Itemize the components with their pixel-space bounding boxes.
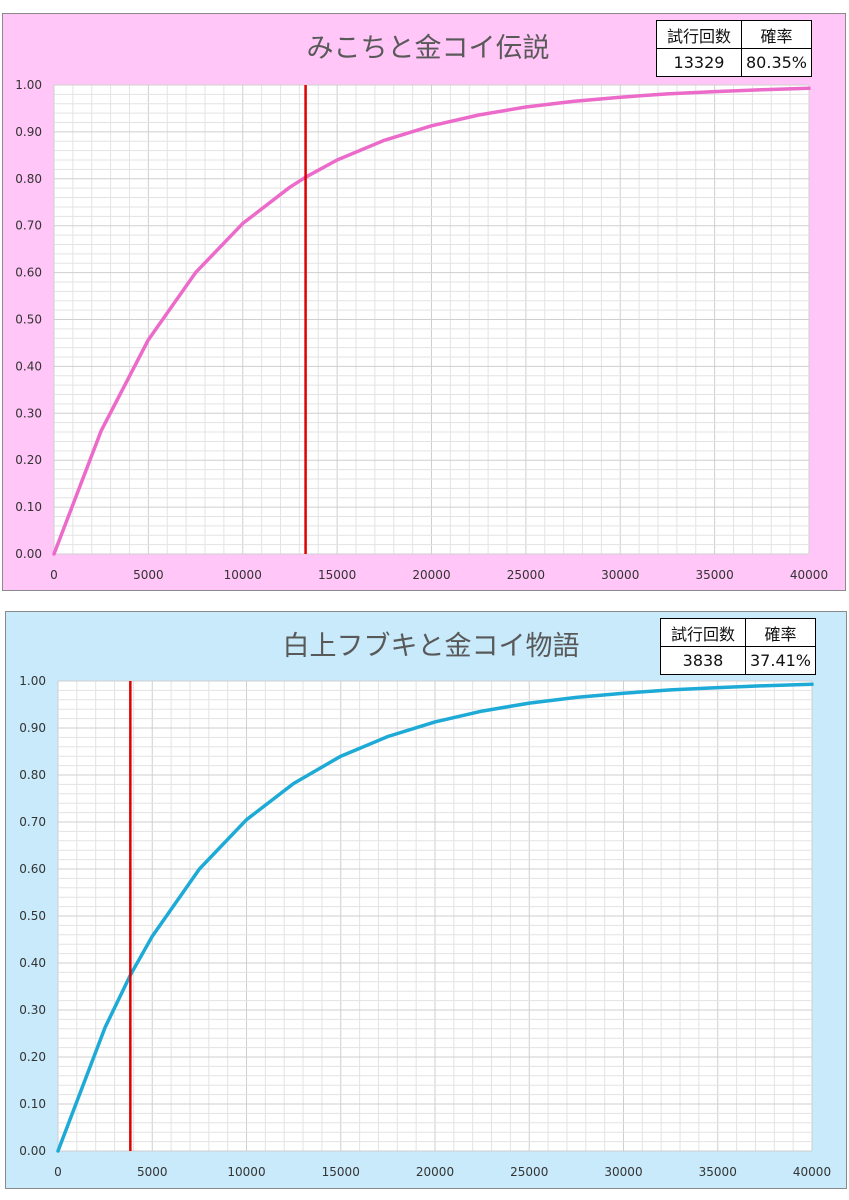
x-tick-label: 10000 bbox=[224, 568, 262, 582]
x-tick-label: 25000 bbox=[510, 1165, 548, 1179]
stats-header-prob: 確率 bbox=[744, 618, 817, 647]
y-tick-label: 0.10 bbox=[19, 1097, 46, 1111]
x-tick-label: 15000 bbox=[322, 1165, 360, 1179]
y-tick-label: 0.50 bbox=[19, 909, 46, 923]
stats-header-trials: 試行回数 bbox=[660, 618, 746, 647]
x-tick-label: 20000 bbox=[412, 568, 450, 582]
y-tick-label: 0.00 bbox=[19, 1144, 46, 1158]
y-tick-label: 0.30 bbox=[19, 1003, 46, 1017]
y-tick-label: 0.80 bbox=[19, 768, 46, 782]
chart-panel-fubuki: 0.00 0.10 0.20 0.30 0.40 0.50 0.60 0.70 0.80 0.90… bbox=[5, 611, 847, 1189]
y-tick-label: 0.30 bbox=[15, 406, 42, 420]
y-tick-label: 0.20 bbox=[19, 1050, 46, 1064]
chart-title: 白上フブキと金コイ物語 bbox=[282, 631, 580, 662]
stats-table: 試行回数 確率 13329 80.35% bbox=[656, 20, 813, 77]
stats-trials-value: 3838 bbox=[660, 646, 746, 675]
x-tick-label: 15000 bbox=[318, 568, 356, 582]
y-tick-label: 0.90 bbox=[19, 721, 46, 735]
x-tick-label: 5000 bbox=[137, 1165, 168, 1179]
y-tick-label: 0.20 bbox=[15, 453, 42, 467]
stats-table: 試行回数 確率 3838 37.41% bbox=[660, 618, 817, 675]
chart-title: みこちと金コイ伝説 bbox=[306, 33, 550, 64]
stats-header-trials: 試行回数 bbox=[656, 20, 742, 49]
x-tick-label: 25000 bbox=[507, 568, 545, 582]
y-tick-label: 0.90 bbox=[15, 125, 42, 139]
x-tick-label: 35000 bbox=[699, 1165, 737, 1179]
series-line bbox=[52, 86, 811, 556]
y-tick-label: 0.50 bbox=[15, 313, 42, 327]
x-tick-label: 30000 bbox=[601, 568, 639, 582]
y-tick-label: 0.80 bbox=[15, 172, 42, 186]
x-tick-label: 40000 bbox=[793, 1165, 831, 1179]
x-tick-label: 5000 bbox=[133, 568, 164, 582]
y-tick-label: 0.70 bbox=[15, 219, 42, 233]
stats-prob-value: 37.41% bbox=[744, 646, 817, 675]
y-tick-label: 0.10 bbox=[15, 500, 42, 514]
y-tick-label: 0.70 bbox=[19, 815, 46, 829]
y-tick-label: 0.00 bbox=[15, 547, 42, 561]
chart-svg-fubuki: 0.00 0.10 0.20 0.30 0.40 0.50 0.60 0.70 0.80 0.90… bbox=[19, 674, 831, 1179]
x-tick-label: 0 bbox=[54, 1165, 62, 1179]
y-tick-label: 0.40 bbox=[15, 359, 42, 373]
x-tick-label: 20000 bbox=[416, 1165, 454, 1179]
x-tick-label: 10000 bbox=[227, 1165, 265, 1179]
y-tick-label: 1.00 bbox=[19, 674, 46, 688]
stats-header-prob: 確率 bbox=[740, 20, 813, 49]
stats-trials-value: 13329 bbox=[656, 48, 742, 77]
y-tick-label: 0.60 bbox=[19, 862, 46, 876]
chart-svg-miko: 0.00 0.10 0.20 0.30 0.40 0.50 0.60 0.70 0.80 0.90… bbox=[15, 78, 828, 582]
series-line bbox=[56, 682, 814, 1153]
x-tick-label: 35000 bbox=[696, 568, 734, 582]
y-tick-label: 1.00 bbox=[15, 78, 42, 92]
y-tick-label: 0.40 bbox=[19, 956, 46, 970]
x-tick-label: 40000 bbox=[790, 568, 828, 582]
stats-prob-value: 80.35% bbox=[740, 48, 813, 77]
chart-panel-miko: 0.00 0.10 0.20 0.30 0.40 0.50 0.60 0.70 0.80 0.90… bbox=[2, 13, 846, 591]
x-tick-label: 0 bbox=[50, 568, 58, 582]
x-tick-label: 30000 bbox=[604, 1165, 642, 1179]
y-tick-label: 0.60 bbox=[15, 266, 42, 280]
